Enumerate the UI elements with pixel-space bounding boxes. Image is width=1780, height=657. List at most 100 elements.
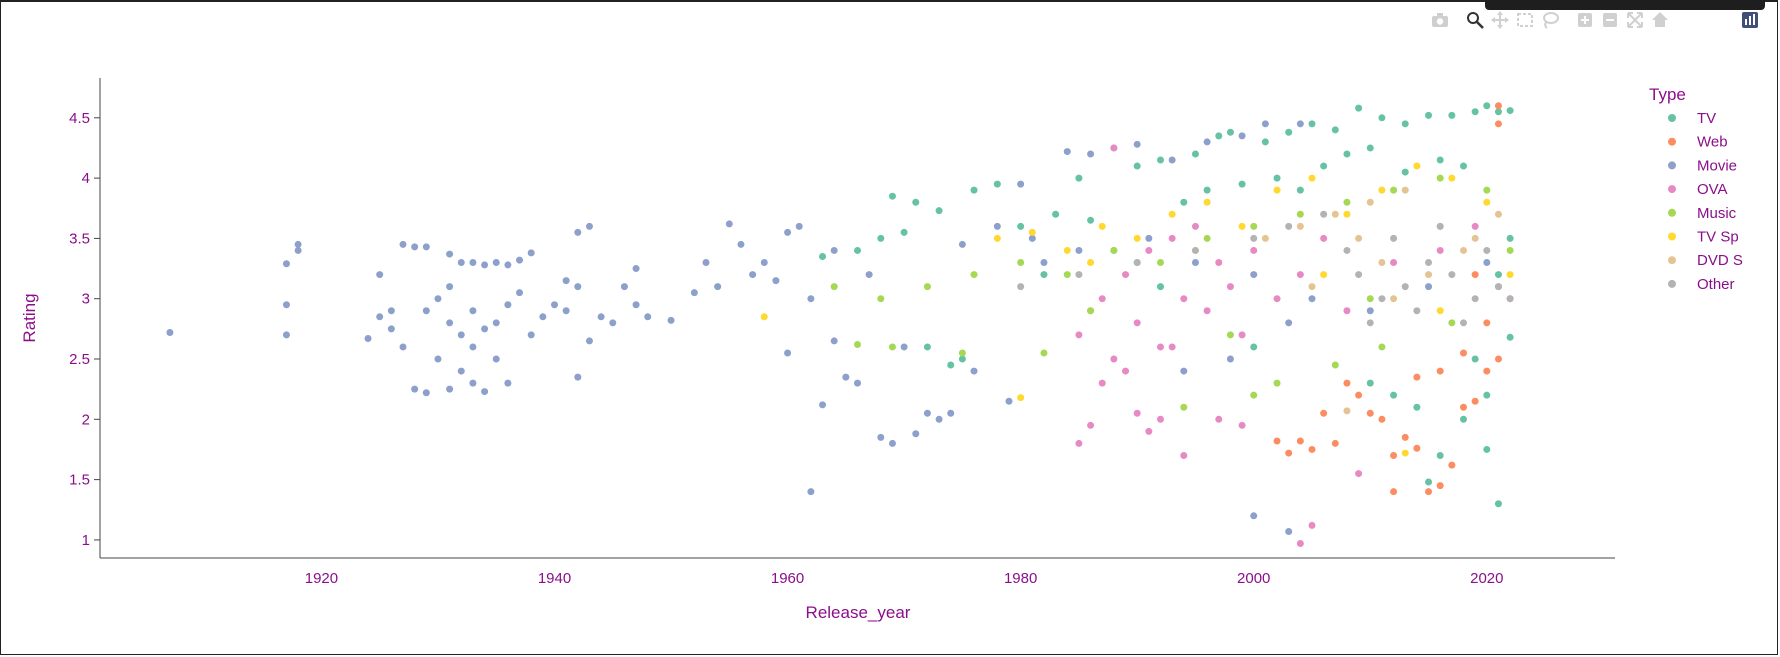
data-point[interactable] bbox=[1331, 126, 1339, 134]
legend-item[interactable]: Other bbox=[1668, 276, 1735, 293]
data-point[interactable] bbox=[1413, 403, 1421, 411]
data-point[interactable] bbox=[1203, 186, 1211, 194]
data-point[interactable] bbox=[1261, 120, 1269, 128]
data-point[interactable] bbox=[481, 388, 489, 396]
data-point[interactable] bbox=[1425, 259, 1433, 267]
data-point[interactable] bbox=[1017, 394, 1025, 402]
data-point[interactable] bbox=[1157, 415, 1164, 423]
data-point[interactable] bbox=[1180, 451, 1188, 459]
data-point[interactable] bbox=[457, 367, 465, 375]
data-point[interactable] bbox=[1436, 451, 1444, 459]
data-point[interactable] bbox=[1343, 210, 1351, 218]
data-point[interactable] bbox=[1308, 445, 1316, 453]
data-point[interactable] bbox=[1133, 140, 1141, 148]
data-point[interactable] bbox=[1378, 114, 1386, 122]
data-point[interactable] bbox=[1366, 379, 1374, 387]
data-point[interactable] bbox=[1215, 132, 1223, 140]
data-point[interactable] bbox=[819, 252, 827, 260]
data-point[interactable] bbox=[935, 415, 943, 423]
data-point[interactable] bbox=[1122, 271, 1130, 279]
data-point[interactable] bbox=[1087, 307, 1095, 315]
data-point[interactable] bbox=[1320, 234, 1328, 242]
data-point[interactable] bbox=[1296, 210, 1304, 218]
data-point[interactable] bbox=[1238, 331, 1246, 339]
data-point[interactable] bbox=[1331, 361, 1339, 369]
data-point[interactable] bbox=[1483, 391, 1491, 399]
data-point[interactable] bbox=[1471, 234, 1479, 242]
data-point[interactable] bbox=[1226, 128, 1234, 136]
data-point[interactable] bbox=[1168, 156, 1176, 164]
data-point[interactable] bbox=[1087, 150, 1095, 158]
data-point[interactable] bbox=[1075, 174, 1083, 182]
data-point[interactable] bbox=[1238, 222, 1246, 230]
data-point[interactable] bbox=[1075, 331, 1083, 339]
data-point[interactable] bbox=[1238, 421, 1246, 429]
data-point[interactable] bbox=[807, 295, 815, 303]
data-point[interactable] bbox=[1017, 180, 1025, 188]
data-point[interactable] bbox=[1157, 283, 1164, 291]
data-point[interactable] bbox=[1285, 449, 1293, 457]
data-point[interactable] bbox=[1366, 319, 1374, 327]
data-point[interactable] bbox=[1285, 319, 1293, 327]
data-point[interactable] bbox=[562, 307, 570, 315]
data-point[interactable] bbox=[1191, 150, 1199, 158]
data-point[interactable] bbox=[1483, 445, 1491, 453]
data-point[interactable] bbox=[1063, 246, 1071, 254]
data-point[interactable] bbox=[865, 271, 873, 279]
data-point[interactable] bbox=[1098, 379, 1106, 387]
data-point[interactable] bbox=[1261, 138, 1269, 146]
data-point[interactable] bbox=[422, 389, 430, 397]
legend-item[interactable]: Web bbox=[1668, 134, 1728, 151]
data-point[interactable] bbox=[516, 289, 524, 297]
data-point[interactable] bbox=[1413, 162, 1421, 170]
data-point[interactable] bbox=[1087, 216, 1095, 224]
data-point[interactable] bbox=[667, 316, 675, 324]
data-point[interactable] bbox=[1250, 391, 1258, 399]
data-point[interactable] bbox=[644, 313, 652, 321]
data-point[interactable] bbox=[1331, 210, 1339, 218]
data-point[interactable] bbox=[282, 301, 290, 309]
data-point[interactable] bbox=[457, 331, 465, 339]
data-point[interactable] bbox=[1203, 138, 1211, 146]
data-point[interactable] bbox=[1168, 343, 1176, 351]
data-point[interactable] bbox=[1401, 168, 1409, 176]
data-point[interactable] bbox=[1425, 271, 1433, 279]
data-point[interactable] bbox=[1040, 271, 1048, 279]
data-point[interactable] bbox=[1320, 210, 1328, 218]
data-point[interactable] bbox=[1355, 104, 1363, 112]
data-point[interactable] bbox=[1460, 403, 1467, 411]
data-point[interactable] bbox=[1250, 343, 1258, 351]
data-point[interactable] bbox=[1390, 488, 1398, 496]
data-point[interactable] bbox=[411, 385, 419, 393]
camera-icon[interactable] bbox=[1430, 10, 1450, 30]
data-point[interactable] bbox=[1028, 234, 1036, 242]
data-point[interactable] bbox=[958, 349, 966, 357]
data-point[interactable] bbox=[725, 220, 733, 228]
data-point[interactable] bbox=[376, 313, 384, 321]
legend-item[interactable]: DVD S bbox=[1668, 252, 1743, 269]
data-point[interactable] bbox=[469, 379, 477, 387]
data-point[interactable] bbox=[166, 328, 174, 336]
data-point[interactable] bbox=[1145, 427, 1153, 435]
data-point[interactable] bbox=[1366, 307, 1374, 315]
data-point[interactable] bbox=[1483, 259, 1491, 267]
data-point[interactable] bbox=[1494, 210, 1502, 218]
data-point[interactable] bbox=[376, 271, 384, 279]
data-point[interactable] bbox=[1308, 295, 1316, 303]
data-point[interactable] bbox=[784, 349, 792, 357]
data-point[interactable] bbox=[1110, 355, 1118, 363]
data-point[interactable] bbox=[1285, 222, 1293, 230]
data-point[interactable] bbox=[1506, 246, 1514, 254]
data-point[interactable] bbox=[1378, 415, 1386, 423]
data-point[interactable] bbox=[1296, 120, 1304, 128]
data-point[interactable] bbox=[1285, 128, 1293, 136]
data-point[interactable] bbox=[912, 198, 920, 206]
data-point[interactable] bbox=[690, 289, 698, 297]
data-point[interactable] bbox=[1436, 246, 1444, 254]
data-point[interactable] bbox=[1238, 180, 1246, 188]
data-point[interactable] bbox=[1308, 283, 1316, 291]
data-point[interactable] bbox=[993, 222, 1001, 230]
data-point[interactable] bbox=[1250, 222, 1258, 230]
data-point[interactable] bbox=[702, 259, 710, 267]
data-point[interactable] bbox=[714, 283, 722, 291]
